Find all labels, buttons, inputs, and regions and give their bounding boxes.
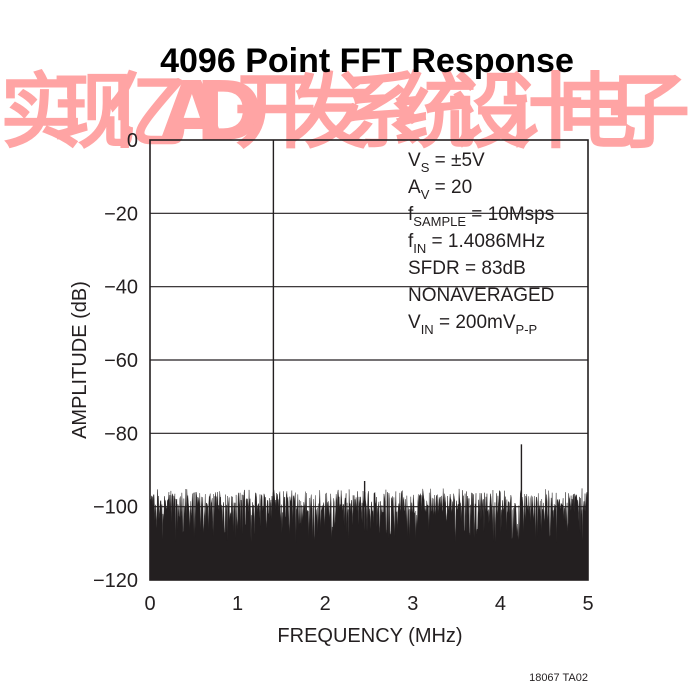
y-tick-label: −40 [104,277,138,299]
annotation-line: NONAVERAGED [408,285,554,306]
plot-frame [149,139,589,581]
y-tick-label: −80 [104,423,138,445]
annotation-line: SFDR = 83dB [408,258,526,279]
x-tick-label: 3 [407,593,418,615]
x-tick-label: 4 [495,593,506,615]
noise-floor [149,488,589,581]
annotation-line: fSAMPLE = 10Msps [408,204,554,229]
x-tick-label: 5 [582,593,593,615]
y-axis-label: AMPLITUDE (dB) [69,281,91,439]
annotation-line: AV = 20 [408,177,472,202]
watermark-text: 实现亿AD开发系统设计电子 [0,65,690,160]
gridlines [150,212,588,508]
annotation-line: fIN = 1.4086MHz [408,231,545,256]
y-tick-labels: 0 −20 −40 −60 −80 −100 −120 [93,130,138,592]
x-axis-label: FREQUENCY (MHz) [277,625,462,647]
x-tick-label: 1 [232,593,243,615]
annotation-line: VIN = 200mVP-P [408,312,537,337]
y-tick-label: −100 [93,497,138,519]
y-tick-label: −60 [104,350,138,372]
x-tick-label: 0 [144,593,155,615]
figure-code: 18067 TA02 [529,672,588,684]
x-tick-labels: 0 1 2 3 4 5 [144,593,593,615]
y-tick-label: −120 [93,570,138,592]
y-tick-label: −20 [104,203,138,225]
spectrum-peaks [272,140,523,507]
chart-title: 4096 Point FFT Response [160,42,574,80]
noise-floor-trace [149,488,589,581]
annotation-line: VS = ±5V [408,150,485,175]
y-tick-label: 0 [127,130,138,152]
x-tick-label: 2 [320,593,331,615]
